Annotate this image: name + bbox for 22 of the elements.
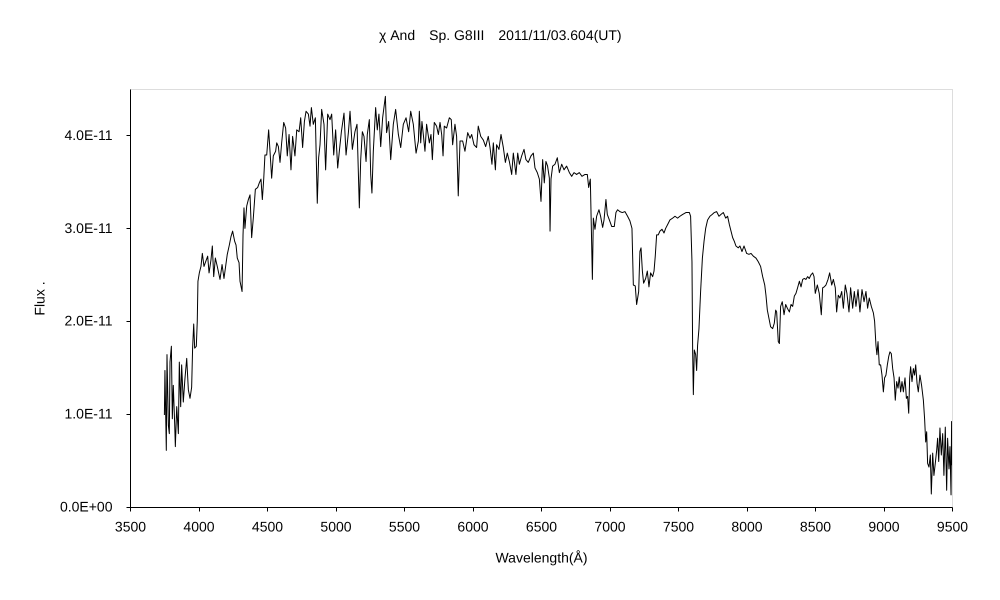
x-tick-label: 7000 [594, 518, 626, 534]
x-tick-label: 6000 [457, 518, 489, 534]
y-tick-label: 0.0E+00 [60, 498, 113, 514]
x-tick-label: 6500 [526, 518, 558, 534]
y-tick-label: 3.0E-11 [64, 220, 113, 236]
x-tick-label: 8000 [731, 518, 763, 534]
line-series [164, 96, 952, 496]
y-tick-label: 4.0E-11 [64, 126, 113, 143]
x-tick-label: 5000 [320, 518, 352, 534]
x-tick-label: 4500 [252, 518, 284, 534]
x-tick-label: 9500 [936, 518, 968, 534]
x-axis-title: Wavelength(Å) [495, 550, 588, 566]
x-tick-label: 8500 [800, 518, 832, 534]
chart-title: χ And Sp. G8III 2011/11/03.604(UT) [378, 27, 622, 43]
x-tick-label: 4000 [183, 518, 215, 534]
x-tick-label: 3500 [114, 518, 146, 534]
y-tick-label: 2.0E-11 [64, 312, 113, 329]
x-tick-label: 9000 [868, 518, 900, 534]
x-tick-label: 7500 [662, 518, 694, 534]
y-axis-title: Flux . [32, 281, 48, 316]
y-tick-label: 1.0E-11 [64, 406, 113, 422]
x-tick-label: 5500 [388, 518, 420, 534]
